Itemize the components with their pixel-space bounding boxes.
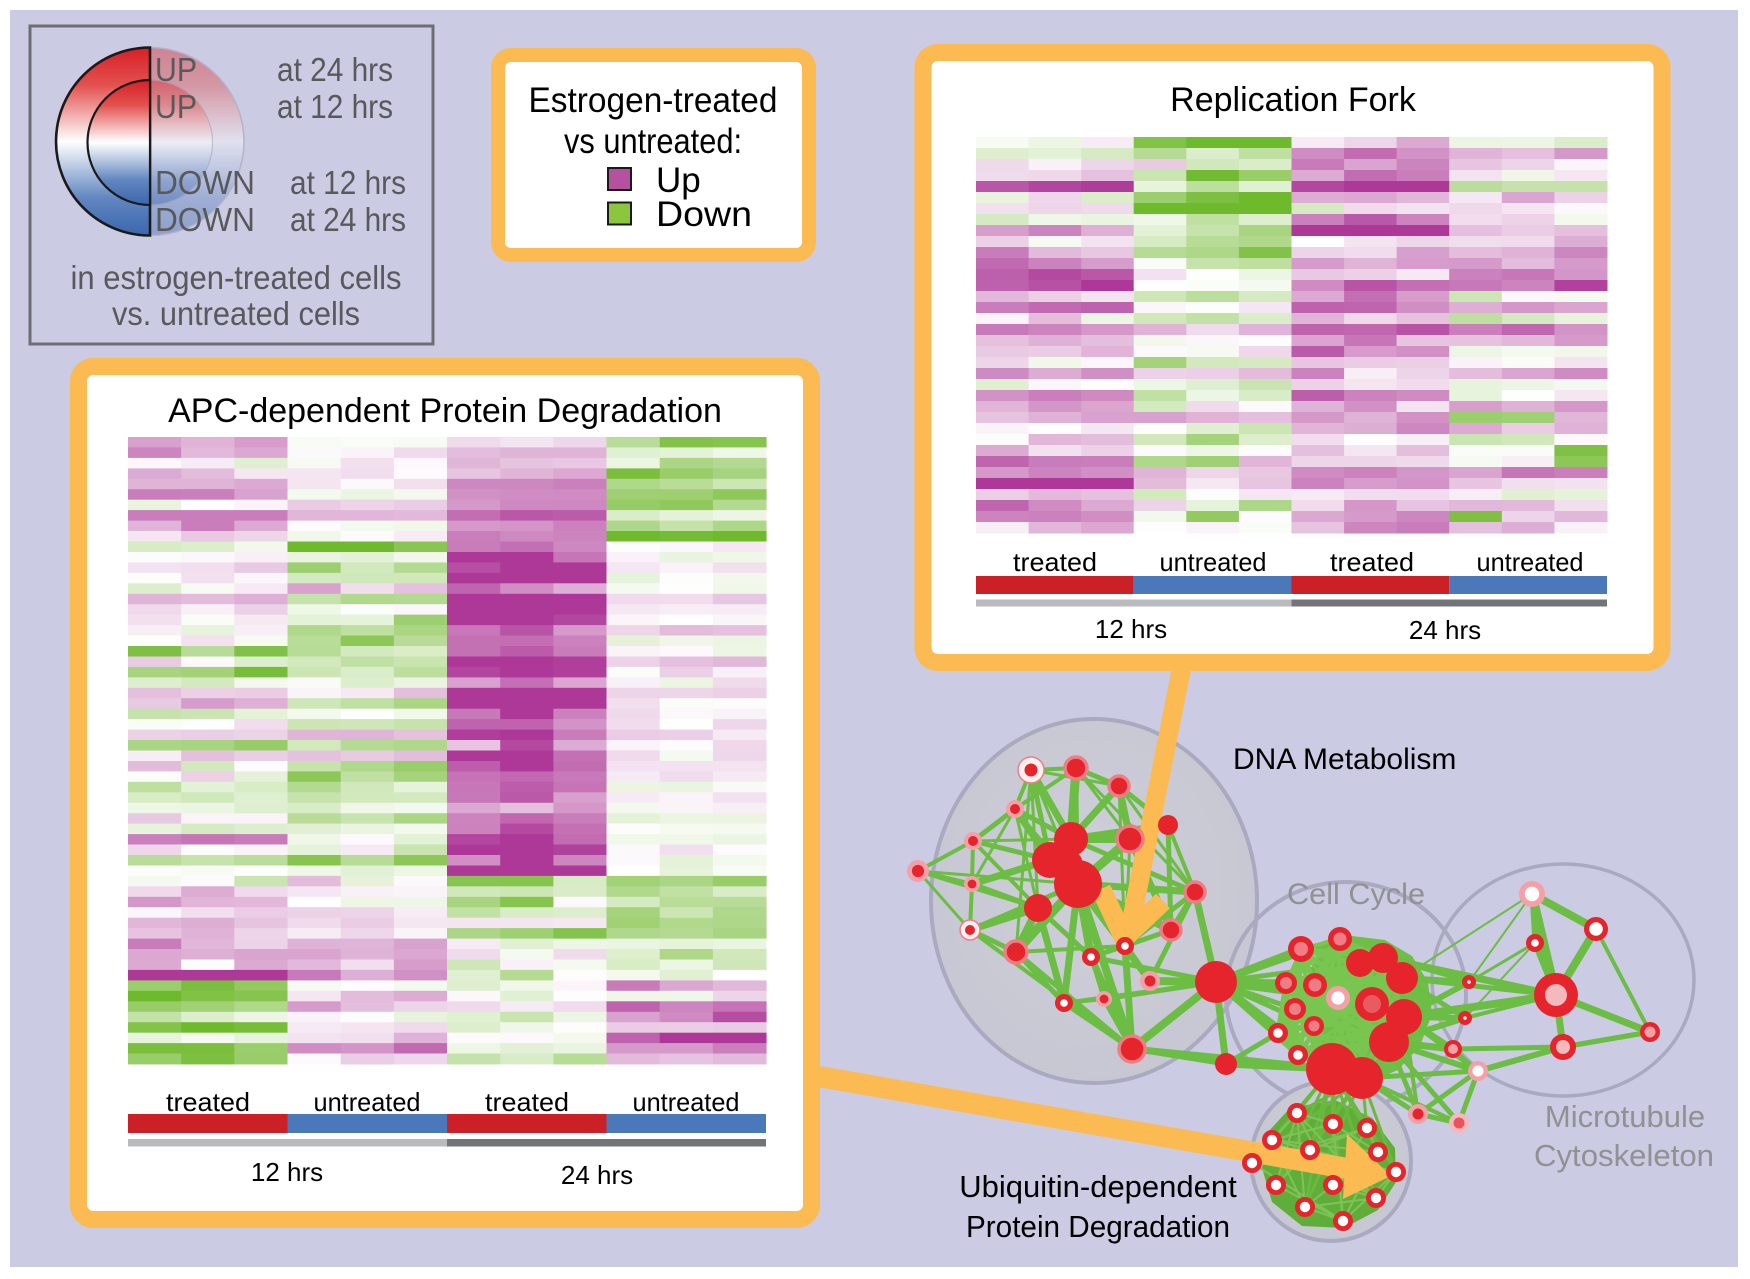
svg-text:treated: treated <box>1330 547 1414 577</box>
svg-text:treated: treated <box>1013 547 1097 577</box>
svg-text:Up: Up <box>656 161 701 200</box>
svg-text:APC-dependent Protein Degradat: APC-dependent Protein Degradation <box>168 392 722 430</box>
svg-text:UP: UP <box>155 51 197 88</box>
svg-text:vs. untreated cells: vs. untreated cells <box>112 295 360 332</box>
svg-text:DNA Metabolism: DNA Metabolism <box>1233 743 1456 776</box>
svg-text:DOWN: DOWN <box>155 201 255 238</box>
svg-text:treated: treated <box>166 1087 250 1117</box>
svg-text:Cell Cycle: Cell Cycle <box>1287 878 1425 911</box>
svg-text:12 hrs: 12 hrs <box>1095 614 1167 644</box>
svg-text:at 12 hrs: at 12 hrs <box>277 88 393 125</box>
svg-text:at 24 hrs: at 24 hrs <box>290 201 406 238</box>
svg-text:untreated: untreated <box>1477 547 1584 577</box>
svg-text:Protein Degradation: Protein Degradation <box>966 1209 1230 1244</box>
svg-text:untreated: untreated <box>633 1087 740 1117</box>
svg-text:Microtubule: Microtubule <box>1545 1099 1705 1134</box>
svg-text:24 hrs: 24 hrs <box>1409 615 1481 645</box>
svg-text:Estrogen-treated: Estrogen-treated <box>529 81 778 120</box>
svg-text:Down: Down <box>656 195 752 234</box>
svg-text:at 12 hrs: at 12 hrs <box>290 164 406 201</box>
svg-text:treated: treated <box>485 1087 569 1117</box>
svg-text:in estrogen-treated cells: in estrogen-treated cells <box>71 259 402 296</box>
svg-text:DOWN: DOWN <box>155 164 255 201</box>
svg-text:Ubiquitin-dependent: Ubiquitin-dependent <box>959 1169 1237 1204</box>
svg-text:Replication Fork: Replication Fork <box>1170 81 1417 119</box>
svg-text:12 hrs: 12 hrs <box>251 1157 323 1187</box>
svg-text:untreated: untreated <box>1160 547 1267 577</box>
svg-text:untreated: untreated <box>314 1087 421 1117</box>
svg-text:Cytoskeleton: Cytoskeleton <box>1534 1138 1714 1173</box>
svg-text:vs untreated:: vs untreated: <box>564 122 742 161</box>
svg-text:24 hrs: 24 hrs <box>561 1160 633 1190</box>
svg-text:UP: UP <box>155 88 197 125</box>
svg-text:at 24 hrs: at 24 hrs <box>277 51 393 88</box>
